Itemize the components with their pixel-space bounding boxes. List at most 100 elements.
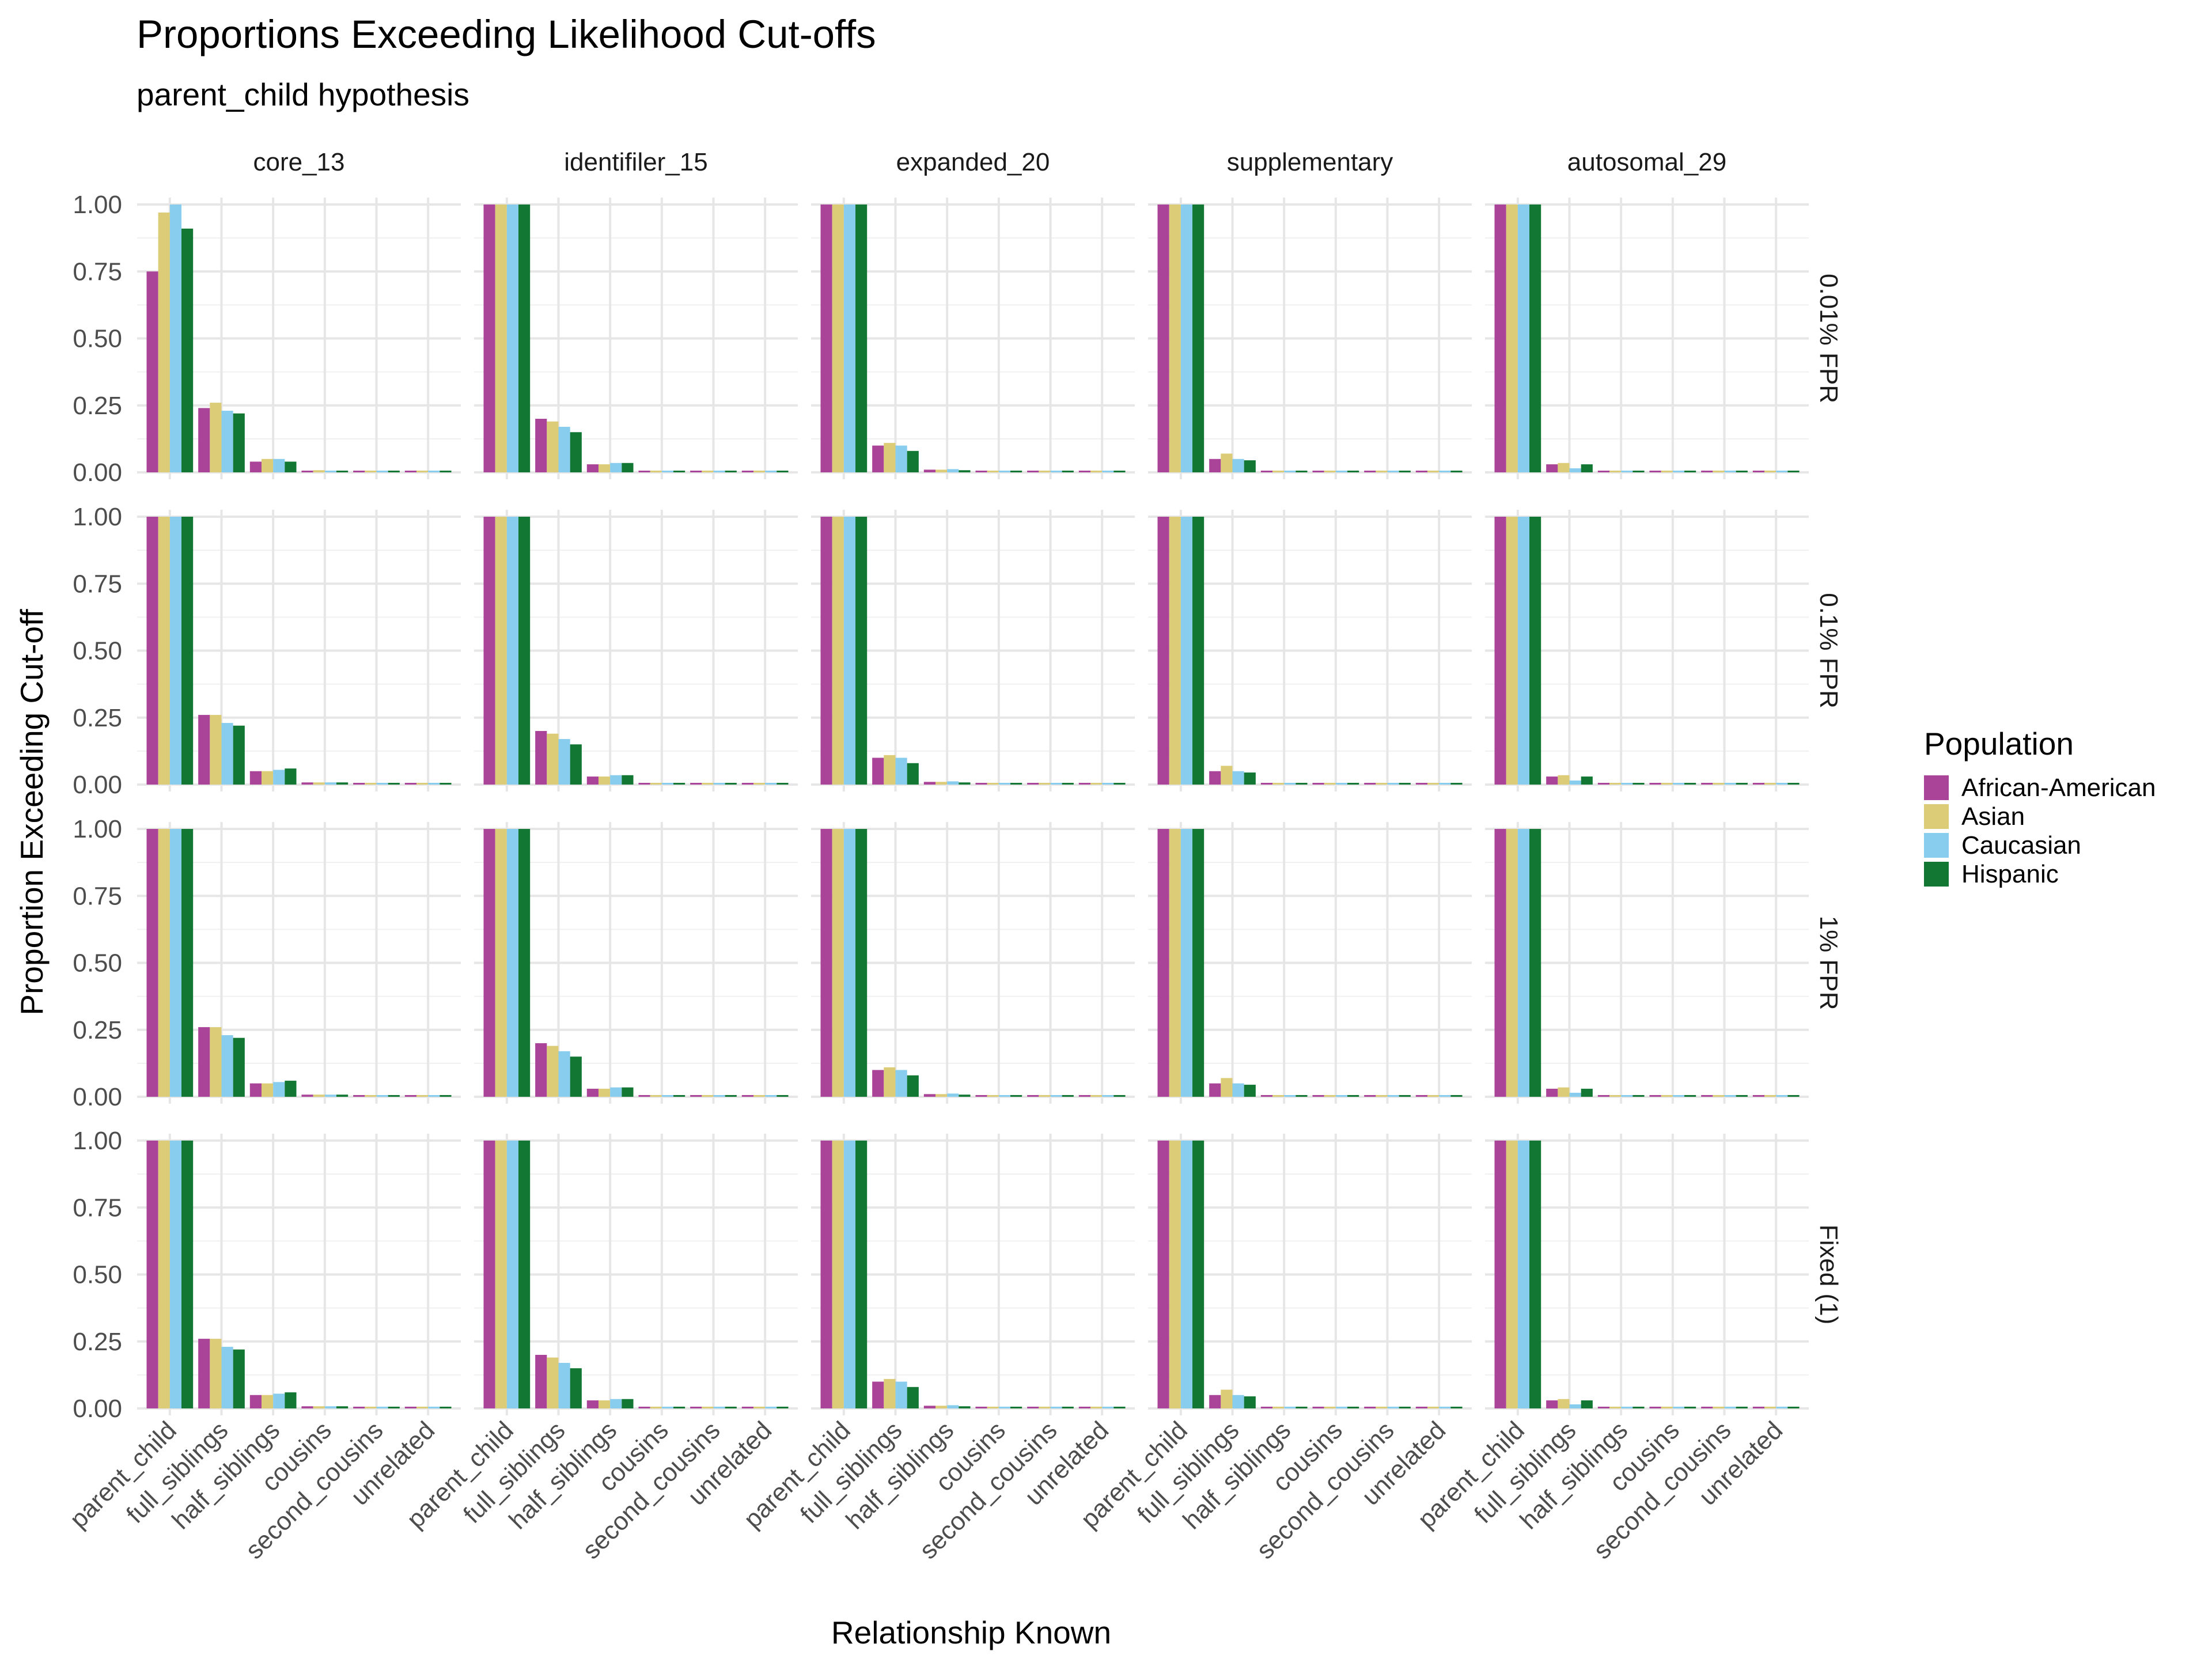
bar — [923, 469, 935, 472]
facet-row-label: 1% FPR — [1815, 916, 1843, 1010]
bar — [843, 1141, 856, 1408]
bar — [1272, 1407, 1285, 1408]
bar — [923, 1094, 935, 1097]
bar — [198, 1027, 210, 1097]
bar — [1284, 1407, 1296, 1408]
bar — [301, 782, 313, 785]
bar — [158, 1141, 170, 1408]
bar — [261, 1083, 274, 1097]
bar — [570, 1056, 582, 1097]
bar — [820, 1141, 832, 1408]
bar — [895, 1070, 907, 1097]
bar — [198, 408, 210, 472]
bar — [570, 432, 582, 472]
bar — [1039, 1095, 1051, 1097]
bar — [1724, 783, 1736, 785]
facet-panel — [1485, 822, 1809, 1104]
bar — [1232, 1395, 1244, 1408]
bar — [285, 1392, 297, 1408]
bar — [1335, 1095, 1348, 1097]
bar — [535, 419, 547, 472]
bar — [1027, 1095, 1039, 1097]
facet-panels: core_13 identifiler_15 expanded_20 suppleme… — [65, 148, 1843, 1565]
y-tick-label: 0.75 — [73, 1194, 122, 1222]
bar — [1736, 783, 1748, 785]
bar — [1684, 1095, 1696, 1097]
bar — [440, 1095, 452, 1097]
bar — [1399, 1407, 1411, 1408]
bar — [1529, 829, 1541, 1097]
bar — [741, 1407, 753, 1408]
bar — [1113, 1407, 1126, 1408]
bar — [221, 723, 233, 785]
y-tick-label: 0.00 — [73, 1395, 122, 1423]
bar — [404, 1095, 416, 1097]
bar — [1209, 459, 1221, 472]
bar — [1439, 471, 1451, 472]
bar — [506, 517, 519, 785]
bar — [558, 1051, 570, 1097]
bar — [987, 471, 999, 472]
bar — [907, 450, 919, 472]
bar — [959, 1406, 971, 1408]
y-axis-title: Proportion Exceeding Cut-off — [14, 609, 50, 1016]
bar — [895, 1381, 907, 1408]
bar — [1209, 1395, 1221, 1408]
bar — [1439, 1407, 1451, 1408]
bar — [1335, 1407, 1348, 1408]
bar — [586, 1089, 599, 1097]
bar — [1517, 829, 1530, 1097]
bar — [884, 1067, 896, 1097]
bar — [158, 829, 170, 1097]
legend-label: African-American — [1961, 774, 2156, 802]
bar — [1169, 1141, 1181, 1408]
bar — [959, 782, 971, 785]
bar — [872, 757, 884, 785]
y-tick-label: 0.75 — [73, 882, 122, 910]
bar — [935, 782, 948, 785]
bar — [1776, 1407, 1788, 1408]
bar — [324, 782, 337, 785]
bar — [146, 517, 158, 785]
bar — [884, 1378, 896, 1408]
chart-title: Proportions Exceeding Likelihood Cut-off… — [137, 12, 876, 56]
bar — [820, 517, 832, 785]
bar — [181, 1141, 194, 1408]
bar — [1581, 777, 1593, 785]
bar — [249, 771, 262, 785]
legend-title: Population — [1924, 726, 2074, 762]
bar — [313, 1094, 325, 1097]
bar — [404, 471, 416, 472]
bar — [353, 783, 365, 785]
bar — [765, 1407, 777, 1408]
bar — [1506, 1141, 1518, 1408]
bar — [1113, 1095, 1126, 1097]
facet-column-label: autosomal_29 — [1567, 148, 1726, 176]
y-tick-label: 0.25 — [73, 1016, 122, 1044]
bar — [690, 471, 702, 472]
bar — [1209, 1083, 1221, 1097]
bar — [1157, 829, 1169, 1097]
bar — [1312, 471, 1324, 472]
bar — [1415, 783, 1427, 785]
bar — [586, 777, 599, 785]
bar — [1284, 783, 1296, 785]
bar — [210, 1339, 222, 1408]
bar — [169, 517, 182, 785]
bar — [872, 445, 884, 472]
bar — [1649, 471, 1661, 472]
facet-panel — [1148, 198, 1472, 479]
bar — [1506, 829, 1518, 1097]
bar — [518, 829, 531, 1097]
bar — [1157, 1141, 1169, 1408]
bar — [598, 464, 611, 472]
bar — [495, 829, 507, 1097]
bar — [1621, 783, 1633, 785]
bar — [1387, 783, 1399, 785]
bar — [506, 1141, 519, 1408]
bar — [1661, 783, 1673, 785]
facet-column-label: core_13 — [253, 148, 344, 176]
bar — [261, 1395, 274, 1408]
bar — [1260, 783, 1272, 785]
bar — [365, 1095, 377, 1097]
